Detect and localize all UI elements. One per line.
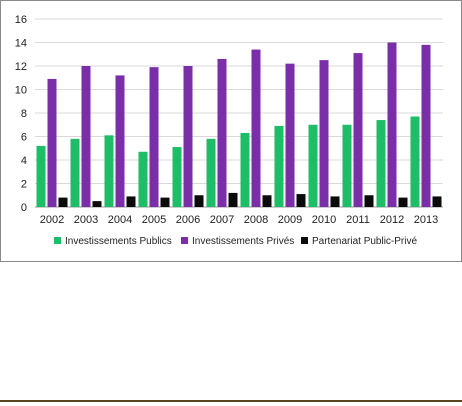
- legend-label: Investissements Privés: [192, 236, 294, 247]
- legend-swatch: [181, 237, 188, 244]
- x-tick-label: 2003: [74, 214, 98, 226]
- y-tick-label: 2: [21, 179, 27, 191]
- y-tick-label: 0: [21, 202, 27, 214]
- bar: [92, 201, 102, 207]
- x-tick-label: 2005: [142, 214, 166, 226]
- bar: [330, 196, 340, 207]
- x-tick-label: 2004: [108, 214, 132, 226]
- bar-chart: 0 2 4 6 8 10 12 14 16 2002 2003 2004 2005 2006 2007 200…: [15, 14, 443, 247]
- bar: [36, 145, 46, 207]
- legend-swatch: [54, 237, 61, 244]
- bar: [149, 67, 159, 207]
- bar: [421, 44, 431, 207]
- bar: [228, 192, 238, 207]
- bar: [274, 125, 284, 207]
- bar: [342, 124, 352, 207]
- bar: [138, 151, 148, 207]
- bar: [115, 75, 125, 208]
- bar: [81, 66, 91, 207]
- x-tick-label: 2002: [40, 214, 64, 226]
- bar: [398, 197, 408, 207]
- bar: [206, 138, 216, 207]
- y-tick-label: 8: [21, 108, 27, 120]
- x-tick-label: 2013: [414, 214, 438, 226]
- y-tick-label: 6: [21, 132, 27, 144]
- x-tick-label: 2009: [278, 214, 302, 226]
- bar: [387, 42, 397, 207]
- bar: [126, 196, 136, 207]
- footer-rule: [0, 400, 462, 402]
- bar: [262, 195, 272, 207]
- bar: [70, 138, 80, 207]
- bar: [432, 196, 442, 207]
- x-tick-label: 2006: [176, 214, 200, 226]
- bar: [183, 66, 193, 207]
- y-tick-label: 12: [15, 61, 27, 73]
- y-tick-label: 10: [15, 85, 27, 97]
- bar: [410, 116, 420, 207]
- x-tick-label: 2010: [312, 214, 336, 226]
- bar: [353, 53, 363, 208]
- y-tick-label: 16: [15, 14, 27, 26]
- legend-label: Partenariat Public-Privé: [312, 236, 417, 247]
- legend-label: Investissements Publics: [65, 236, 172, 247]
- x-tick-label: 2012: [380, 214, 404, 226]
- chart-frame: 0 2 4 6 8 10 12 14 16 2002 2003 2004 2005 2006 2007 200…: [0, 0, 462, 262]
- bar: [104, 135, 114, 207]
- bar: [194, 195, 204, 207]
- x-tick-label: 2011: [346, 214, 370, 226]
- bar: [285, 63, 295, 208]
- y-tick-label: 14: [15, 38, 27, 50]
- bar: [217, 58, 227, 208]
- bar: [296, 194, 306, 207]
- bar: [364, 195, 374, 207]
- x-tick-label: 2007: [210, 214, 234, 226]
- bar: [58, 197, 68, 207]
- bar: [160, 197, 170, 207]
- x-tick-label: 2008: [244, 214, 268, 226]
- bar: [376, 120, 386, 207]
- legend-swatch: [301, 237, 308, 244]
- bar: [251, 49, 261, 207]
- bar: [47, 78, 57, 207]
- y-tick-label: 4: [21, 155, 27, 167]
- bar: [319, 60, 329, 207]
- bar: [172, 147, 182, 207]
- bar: [308, 124, 318, 207]
- bar: [240, 132, 250, 207]
